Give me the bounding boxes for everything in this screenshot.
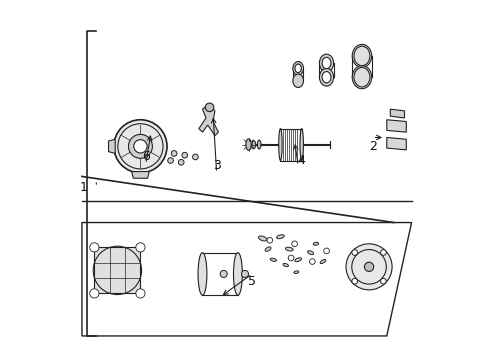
Circle shape — [114, 120, 167, 173]
Circle shape — [310, 259, 315, 264]
Ellipse shape — [322, 72, 331, 83]
Ellipse shape — [308, 251, 314, 255]
Bar — [95, 247, 141, 293]
Ellipse shape — [286, 247, 293, 251]
Ellipse shape — [294, 271, 299, 274]
Ellipse shape — [352, 44, 372, 67]
Circle shape — [205, 103, 214, 112]
Text: 5: 5 — [248, 275, 256, 288]
Circle shape — [381, 278, 386, 284]
Ellipse shape — [246, 139, 251, 150]
Ellipse shape — [313, 242, 318, 245]
Circle shape — [136, 243, 145, 252]
Text: 6: 6 — [142, 150, 149, 163]
Ellipse shape — [259, 236, 267, 241]
Text: 2: 2 — [368, 140, 376, 153]
Circle shape — [381, 250, 386, 255]
Circle shape — [324, 248, 329, 254]
Circle shape — [90, 289, 99, 298]
Ellipse shape — [322, 57, 331, 69]
Ellipse shape — [293, 74, 303, 87]
Polygon shape — [132, 172, 149, 178]
Circle shape — [168, 158, 173, 163]
Polygon shape — [109, 139, 115, 153]
Circle shape — [352, 278, 358, 284]
Polygon shape — [199, 104, 219, 136]
Circle shape — [178, 159, 184, 165]
Circle shape — [292, 241, 297, 247]
Polygon shape — [387, 120, 406, 132]
Ellipse shape — [252, 141, 256, 148]
Circle shape — [352, 250, 358, 255]
Circle shape — [172, 150, 177, 156]
Circle shape — [242, 270, 248, 278]
Ellipse shape — [319, 68, 334, 86]
Ellipse shape — [295, 258, 301, 262]
Circle shape — [134, 140, 147, 153]
Polygon shape — [391, 109, 405, 118]
Ellipse shape — [293, 62, 303, 75]
Circle shape — [90, 243, 99, 252]
Text: 1: 1 — [80, 181, 88, 194]
Circle shape — [128, 134, 152, 158]
Ellipse shape — [198, 253, 207, 295]
Circle shape — [193, 154, 198, 160]
Ellipse shape — [257, 140, 261, 149]
Circle shape — [267, 238, 272, 243]
Ellipse shape — [265, 247, 271, 251]
Ellipse shape — [233, 253, 243, 295]
Polygon shape — [387, 138, 406, 150]
Ellipse shape — [320, 260, 326, 264]
Ellipse shape — [352, 66, 372, 89]
Circle shape — [136, 289, 145, 298]
Ellipse shape — [277, 235, 284, 239]
Circle shape — [346, 244, 392, 290]
Text: 3: 3 — [213, 159, 220, 172]
Ellipse shape — [283, 264, 289, 267]
Ellipse shape — [279, 129, 282, 161]
Circle shape — [288, 255, 294, 261]
Text: 4: 4 — [298, 154, 306, 167]
Ellipse shape — [300, 129, 303, 161]
Circle shape — [182, 152, 188, 158]
Circle shape — [220, 270, 227, 278]
Ellipse shape — [319, 54, 334, 72]
Ellipse shape — [295, 64, 301, 73]
Ellipse shape — [270, 258, 276, 261]
Circle shape — [365, 262, 374, 271]
